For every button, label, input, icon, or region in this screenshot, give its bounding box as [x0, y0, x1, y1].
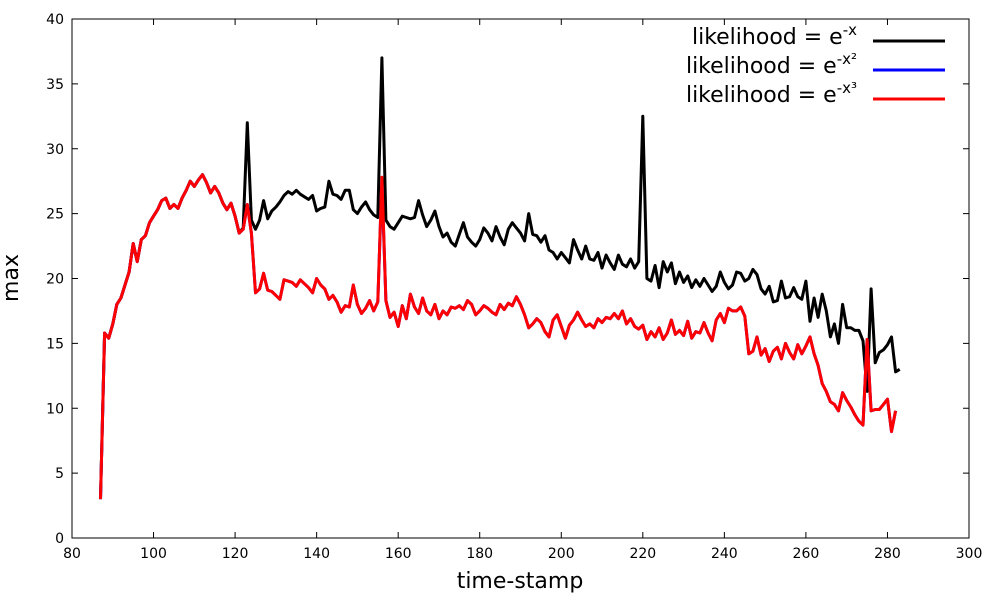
y-tick-label: 30 [46, 142, 64, 158]
x-tick-label: 120 [222, 546, 249, 562]
y-tick-label: 15 [46, 336, 64, 352]
x-tick-label: 100 [140, 546, 167, 562]
y-tick-label: 10 [46, 401, 64, 417]
x-tick-label: 260 [793, 546, 820, 562]
x-tick-label: 180 [466, 546, 493, 562]
legend-exponent: -x [843, 21, 857, 39]
legend-label-1: likelihood = e-x [692, 21, 857, 50]
y-tick-label: 0 [55, 531, 64, 547]
y-axis: 0 5 10 15 20 25 30 35 40 [46, 12, 969, 547]
y-tick-label: 5 [55, 466, 64, 482]
x-tick-label: 160 [385, 546, 412, 562]
x-tick-label: 300 [956, 546, 983, 562]
legend-exponent: -x³ [837, 79, 857, 97]
x-tick-label: 280 [874, 546, 901, 562]
x-tick-label: 140 [303, 546, 330, 562]
y-tick-label: 20 [46, 272, 64, 288]
series-line-2 [99, 173, 898, 500]
series-line-1 [99, 56, 901, 500]
series-layer [99, 56, 901, 500]
y-axis-title: max [0, 254, 24, 302]
x-axis: 80 100 120 140 160 180 200 220 240 260 280 300 [63, 19, 982, 562]
legend-label-2: likelihood = e-x² [686, 50, 857, 79]
y-tick-label: 35 [46, 77, 64, 93]
x-tick-label: 80 [63, 546, 81, 562]
legend-name: likelihood = e [692, 25, 843, 50]
x-axis-title: time-stamp [457, 569, 584, 594]
y-tick-label: 25 [46, 207, 64, 223]
legend-name: likelihood = e [686, 54, 837, 79]
series-line-3 [99, 173, 898, 500]
x-tick-label: 240 [711, 546, 738, 562]
y-tick-label: 40 [46, 12, 64, 28]
x-tick-label: 200 [548, 546, 575, 562]
legend-label-3: likelihood = e-x³ [686, 79, 857, 108]
legend-name: likelihood = e [686, 83, 837, 108]
legend-exponent: -x² [837, 50, 857, 68]
x-tick-label: 220 [629, 546, 656, 562]
